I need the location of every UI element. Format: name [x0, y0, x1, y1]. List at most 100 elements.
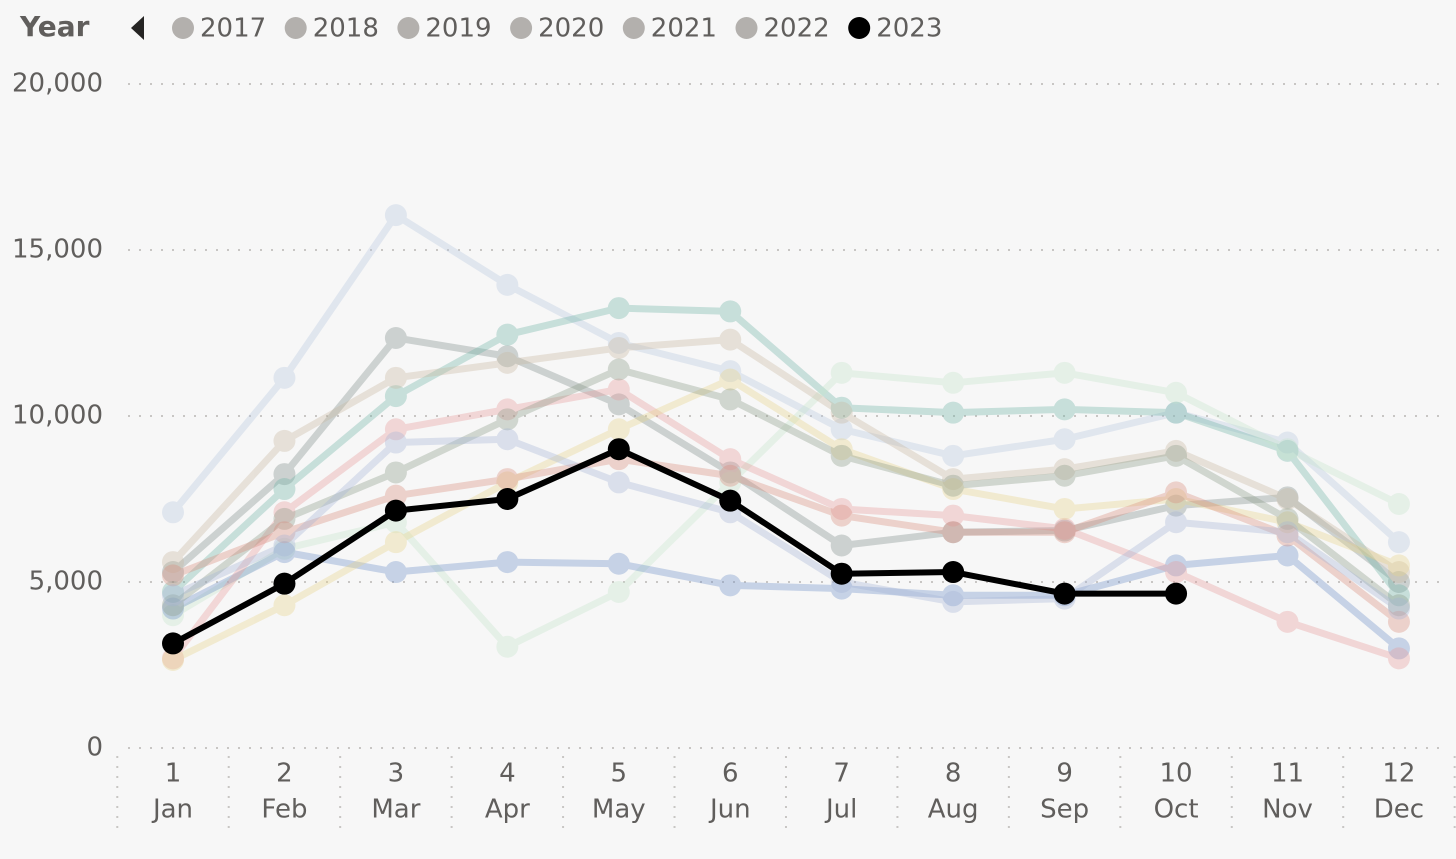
- legend-label[interactable]: 2017: [200, 14, 266, 44]
- data-point: [1165, 401, 1188, 424]
- data-point: [496, 428, 519, 451]
- data-point: [1165, 582, 1188, 605]
- data-point: [942, 521, 965, 544]
- data-point: [384, 499, 407, 522]
- data-point: [273, 594, 296, 617]
- data-point: [942, 590, 965, 613]
- data-point: [1165, 554, 1188, 577]
- data-point: [1165, 381, 1188, 404]
- data-point: [607, 393, 630, 416]
- legend-label[interactable]: 2021: [651, 14, 717, 44]
- legend-title: Year: [19, 10, 90, 43]
- legend-label[interactable]: 2023: [876, 14, 942, 44]
- series-line: [171, 369, 1401, 651]
- data-point: [384, 561, 407, 584]
- data-point: [1053, 521, 1076, 544]
- series: [162, 297, 1410, 607]
- y-tick-label: 5,000: [29, 567, 103, 597]
- data-point: [1165, 511, 1188, 534]
- data-point: [273, 537, 296, 560]
- series-line: [170, 334, 1402, 585]
- data-point: [607, 552, 630, 575]
- x-tick-label: Oct: [1154, 795, 1199, 825]
- data-point: [942, 478, 965, 501]
- legend-label[interactable]: 2020: [538, 14, 604, 44]
- y-tick-label: 0: [86, 733, 103, 763]
- y-tick-label: 15,000: [12, 235, 103, 265]
- data-point: [1387, 597, 1410, 620]
- legend-label[interactable]: 2022: [764, 14, 830, 44]
- data-point: [162, 594, 184, 617]
- data-point: [162, 580, 184, 603]
- data-point: [1053, 361, 1076, 384]
- data-point: [273, 501, 296, 524]
- x-tick-number: 10: [1160, 759, 1193, 789]
- x-tick-number: 11: [1271, 759, 1304, 789]
- data-point: [162, 501, 184, 524]
- legend-marker: [284, 17, 307, 39]
- data-point: [496, 551, 519, 574]
- data-point: [273, 507, 296, 530]
- data-point: [719, 464, 742, 487]
- data-point: [1053, 582, 1076, 605]
- data-point: [496, 323, 519, 346]
- data-point: [1053, 464, 1076, 487]
- series: [162, 438, 1188, 655]
- data-point: [1053, 398, 1076, 421]
- data-point: [719, 328, 742, 351]
- data-point: [1053, 497, 1076, 520]
- y-tick-label: 10,000: [12, 401, 103, 431]
- data-point: [1387, 531, 1410, 554]
- legend-marker: [510, 17, 533, 39]
- data-point: [273, 534, 296, 557]
- data-point: [1387, 554, 1410, 577]
- data-point: [384, 531, 407, 554]
- x-tick-number: 8: [945, 759, 962, 789]
- x-tick-number: 12: [1382, 759, 1415, 789]
- data-point: [496, 345, 519, 368]
- data-point: [830, 444, 853, 467]
- data-point: [719, 461, 742, 484]
- legend-scroll-arrow[interactable]: [131, 16, 144, 40]
- data-point: [496, 468, 519, 491]
- series-line: [170, 336, 1401, 575]
- x-tick-label: Apr: [485, 795, 530, 825]
- data-point: [1053, 519, 1076, 542]
- data-point: [942, 401, 965, 424]
- data-point: [1387, 571, 1410, 593]
- data-point: [942, 444, 965, 467]
- data-point: [1276, 438, 1299, 461]
- x-tick-number: 7: [833, 759, 850, 789]
- data-point: [1276, 521, 1299, 544]
- data-point: [273, 521, 296, 544]
- series-line: [171, 375, 1401, 664]
- data-point: [1165, 439, 1188, 462]
- data-point: [162, 564, 184, 587]
- data-point: [496, 635, 519, 658]
- data-point: [1165, 401, 1188, 424]
- legend-label[interactable]: 2019: [425, 14, 491, 44]
- series-line: [171, 548, 1402, 652]
- data-point: [830, 438, 853, 461]
- data-point: [162, 597, 184, 620]
- data-point: [942, 468, 965, 491]
- x-tick-label: Dec: [1374, 795, 1424, 825]
- data-point: [607, 336, 630, 359]
- data-point: [1276, 488, 1299, 510]
- data-point: [496, 488, 519, 510]
- series-line: [171, 455, 1402, 625]
- x-tick-label: Aug: [928, 795, 979, 825]
- data-point: [496, 398, 519, 421]
- data-point: [607, 297, 630, 320]
- legend-marker: [848, 17, 871, 39]
- x-tick-number: 5: [611, 759, 628, 789]
- data-point: [830, 534, 853, 557]
- data-point: [719, 368, 742, 391]
- legend-label[interactable]: 2018: [313, 14, 379, 44]
- data-point: [1165, 488, 1188, 510]
- series-line: [170, 366, 1402, 609]
- data-point: [273, 463, 296, 486]
- data-point: [273, 572, 296, 595]
- series-line: [170, 385, 1401, 662]
